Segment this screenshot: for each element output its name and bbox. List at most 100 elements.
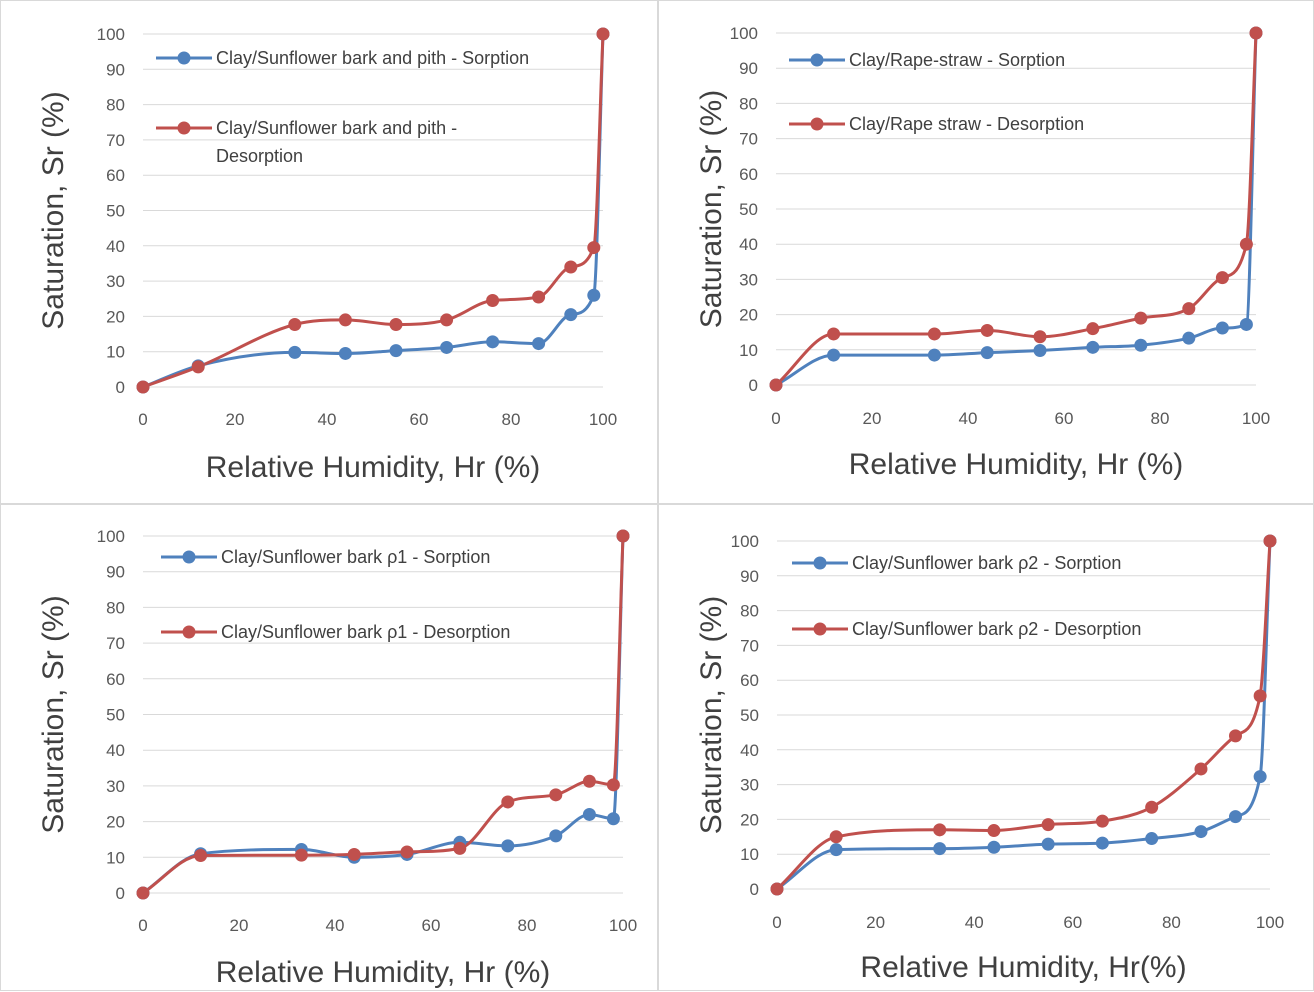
y-tick-label: 10 (106, 848, 125, 867)
y-tick-label: 90 (740, 567, 759, 586)
x-tick-label: 80 (1151, 409, 1170, 428)
data-point (389, 318, 403, 332)
data-point (1228, 729, 1242, 743)
legend-label: Clay/Sunflower bark ρ2 - Desorption (852, 619, 1141, 639)
chart-panel-sunflower-bark-rho1: 0 10 20 30 40 50 60 70 80 90 100 0 20 40 60 80 100 Relati… (0, 504, 658, 991)
y-tick-label: 50 (739, 200, 758, 219)
legend-marker (177, 51, 191, 65)
data-point (980, 346, 994, 360)
y-tick-label: 20 (739, 306, 758, 325)
x-tick-label: 100 (1242, 409, 1270, 428)
data-point (596, 27, 610, 41)
data-point (829, 843, 843, 857)
data-point (440, 340, 454, 354)
x-tick-label: 0 (138, 916, 147, 935)
y-tick-label: 70 (106, 131, 125, 150)
data-point (1145, 832, 1159, 846)
data-point (1145, 800, 1159, 814)
legend-label: Clay/Sunflower bark and pith - Sorption (216, 48, 529, 68)
data-point (1086, 322, 1100, 336)
data-point (400, 845, 414, 859)
y-tick-label: 90 (106, 60, 125, 79)
chart-svg: 0 10 20 30 40 50 60 70 80 90 100 0 20 40 60 80 100 Relati… (37, 25, 617, 484)
data-point (453, 841, 467, 855)
x-tick-label: 40 (318, 410, 337, 429)
legend-marker (810, 53, 824, 67)
data-point (338, 346, 352, 360)
y-axis-title: Saturation, Sr (%) (37, 595, 70, 833)
y-tick-label: 80 (740, 602, 759, 621)
x-tick-label: 20 (226, 410, 245, 429)
legend-label: Clay/Sunflower bark ρ2 - Sorption (852, 553, 1121, 573)
data-point (1086, 340, 1100, 354)
x-tick-label: 80 (502, 410, 521, 429)
y-tick-label: 60 (106, 166, 125, 185)
y-tick-label: 20 (106, 813, 125, 832)
x-axis-title: Relative Humidity, Hr(%) (860, 951, 1186, 984)
y-axis-title: Saturation, Sr (%) (695, 596, 728, 834)
data-point (294, 848, 308, 862)
x-tick-label: 60 (1055, 409, 1074, 428)
x-tick-label: 100 (609, 916, 637, 935)
legend-marker (182, 625, 196, 639)
data-point (933, 823, 947, 837)
data-point (486, 335, 500, 349)
x-tick-label: 20 (866, 913, 885, 932)
data-point (564, 308, 578, 322)
x-tick-label: 40 (965, 913, 984, 932)
y-tick-label: 20 (106, 307, 125, 326)
y-tick-label: 20 (740, 810, 759, 829)
legend-marker (182, 550, 196, 564)
data-point (136, 886, 150, 900)
data-point (987, 840, 1001, 854)
y-tick-label: 30 (106, 777, 125, 796)
data-point (1095, 814, 1109, 828)
data-point (770, 882, 784, 896)
y-tick-label: 100 (97, 25, 125, 44)
data-point (1134, 311, 1148, 325)
data-point (338, 313, 352, 327)
data-point (564, 260, 578, 274)
legend-marker (177, 121, 191, 135)
data-point (486, 294, 500, 308)
data-point (194, 849, 208, 863)
data-point (288, 318, 302, 332)
x-axis-title: Relative Humidity, Hr (%) (206, 451, 541, 484)
y-tick-label: 100 (731, 532, 759, 551)
x-tick-label: 40 (959, 409, 978, 428)
data-point (1182, 331, 1196, 345)
data-point (1095, 836, 1109, 850)
data-point (582, 807, 596, 821)
data-point (606, 778, 620, 792)
legend-label: Clay/Sunflower bark ρ1 - Desorption (221, 622, 510, 642)
y-tick-label: 0 (116, 378, 125, 397)
x-tick-label: 0 (138, 410, 147, 429)
legend-marker (810, 117, 824, 131)
x-tick-label: 40 (326, 916, 345, 935)
y-tick-label: 30 (739, 270, 758, 289)
x-tick-label: 0 (772, 913, 781, 932)
x-axis-title: Relative Humidity, Hr (%) (216, 956, 551, 989)
x-tick-label: 80 (1162, 913, 1181, 932)
y-tick-label: 10 (740, 845, 759, 864)
data-point (927, 327, 941, 341)
chart-svg: 0 10 20 30 40 50 60 70 80 90 100 0 20 40 60 80 100 Relati… (695, 24, 1270, 481)
data-point (927, 348, 941, 362)
y-tick-label: 40 (740, 741, 759, 760)
data-point (389, 344, 403, 358)
x-tick-label: 60 (422, 916, 441, 935)
data-point (827, 348, 841, 362)
data-point (980, 323, 994, 337)
data-point (1194, 762, 1208, 776)
y-tick-label: 80 (106, 96, 125, 115)
y-tick-label: 90 (106, 563, 125, 582)
y-tick-label: 40 (739, 235, 758, 254)
data-point (347, 847, 361, 861)
data-point (587, 288, 601, 302)
x-tick-label: 60 (1063, 913, 1082, 932)
data-point (933, 842, 947, 856)
legend-marker (813, 556, 827, 570)
data-point (829, 830, 843, 844)
data-point (549, 829, 563, 843)
y-tick-label: 50 (740, 706, 759, 725)
